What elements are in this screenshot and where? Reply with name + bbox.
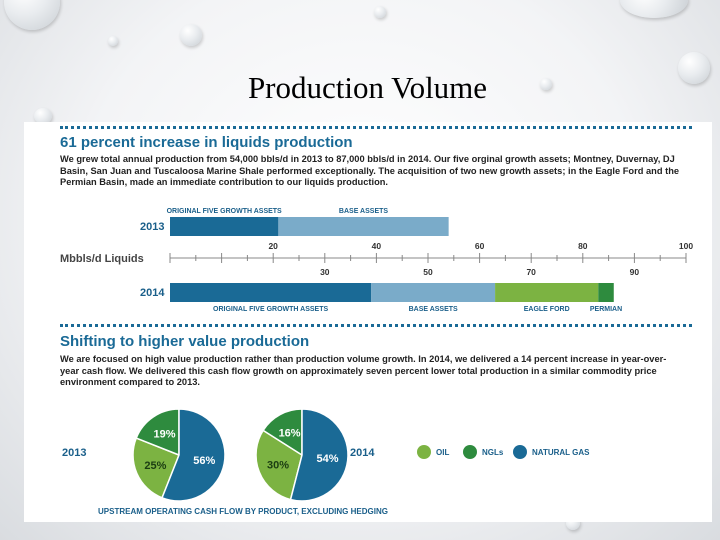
- pie-year-label: 2014: [350, 447, 375, 459]
- legend-label: NGLs: [482, 448, 504, 457]
- bar-segment: [278, 217, 449, 236]
- legend-label: OIL: [436, 448, 449, 457]
- pie-slice-label: 30%: [267, 459, 289, 471]
- legend-swatch: [417, 445, 431, 459]
- pie-slice: [262, 408, 303, 457]
- tick-label: 40: [372, 241, 382, 251]
- bar-category-label: 2013: [140, 221, 164, 233]
- pie-slice-label: 54%: [317, 453, 339, 465]
- water-droplet-decoration: [4, 0, 60, 30]
- tick-label: 80: [578, 241, 588, 251]
- bar-category-label: 2014: [140, 287, 165, 299]
- water-droplet-decoration: [108, 36, 118, 46]
- bar-series-label: ORIGINAL FIVE GROWTH ASSETS: [167, 208, 282, 215]
- water-droplet-decoration: [374, 6, 386, 18]
- tick-label: 70: [526, 267, 536, 277]
- axis-title: Mbbls/d Liquids: [60, 253, 144, 265]
- pie-slice: [255, 429, 303, 501]
- section1-heading: 61 percent increase in liquids productio…: [60, 134, 353, 151]
- dotted-divider: [60, 324, 692, 327]
- water-droplet-decoration: [180, 24, 202, 46]
- pie-caption: UPSTREAM OPERATING CASH FLOW BY PRODUCT,…: [98, 507, 388, 516]
- pie-slice-label: 25%: [144, 460, 166, 472]
- water-droplet-decoration: [678, 52, 710, 84]
- water-droplet-decoration: [620, 0, 688, 18]
- pie-slice: [289, 408, 349, 502]
- legend-swatch: [463, 445, 477, 459]
- cash-flow-pie-charts: 2013 25% 19% 56% 2014 30% 16% 54% OIL NGLs NATURAL…: [62, 408, 590, 516]
- legend-label: NATURAL GAS: [532, 448, 590, 457]
- tick-label: 50: [423, 267, 433, 277]
- bar-segment: [598, 283, 614, 302]
- bar-series-label: BASE ASSETS: [339, 208, 388, 215]
- bar-series-label: EAGLE FORD: [524, 306, 570, 313]
- pie-slice: [135, 408, 180, 457]
- bar-segment: [371, 283, 496, 302]
- infographic-panel: 61 percent increase in liquids productio…: [24, 122, 712, 522]
- pie-slice: [161, 408, 226, 502]
- bar-segment: [170, 217, 279, 236]
- water-droplet-decoration: [34, 108, 52, 124]
- pie-slice-label: 56%: [193, 455, 215, 467]
- pie-slice-label: 16%: [279, 427, 301, 439]
- tick-label: 100: [679, 241, 693, 251]
- tick-label: 90: [630, 267, 640, 277]
- tick-label: 30: [320, 267, 330, 277]
- tick-label: 60: [475, 241, 485, 251]
- bar-series-label: PERMIAN: [590, 306, 622, 313]
- section1-text: We grew total annual production from 54,…: [60, 154, 680, 188]
- bar-segment: [170, 283, 372, 302]
- bar-series-label: ORIGINAL FIVE GROWTH ASSETS: [213, 306, 328, 313]
- pie-year-label: 2013: [62, 447, 86, 459]
- bar-segment: [495, 283, 599, 302]
- water-droplet-decoration: [540, 78, 552, 90]
- dotted-divider: [60, 126, 692, 129]
- legend-swatch: [513, 445, 527, 459]
- section2-text: We are focused on high value production …: [60, 354, 667, 388]
- bar-series-label: BASE ASSETS: [409, 306, 458, 313]
- tick-label: 20: [268, 241, 278, 251]
- pie-slice-label: 19%: [154, 429, 176, 441]
- slide-title: Production Volume: [247, 70, 488, 105]
- section2-heading: Shifting to higher value production: [60, 333, 310, 350]
